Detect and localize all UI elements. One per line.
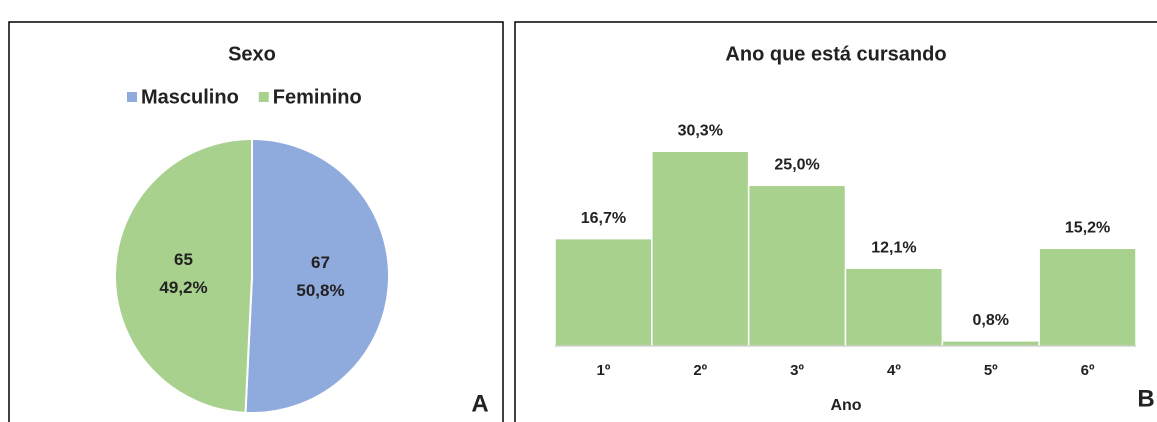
slice-percent: 49,2% — [159, 278, 207, 297]
legend-swatch — [127, 92, 137, 102]
legend-label: Masculino — [141, 86, 239, 108]
bar-title: Ano que está cursando — [725, 43, 946, 65]
x-tick-label: 2º — [693, 362, 707, 379]
pie-slice — [244, 137, 390, 414]
bar — [1038, 247, 1137, 347]
data-label: 15,2% — [1065, 220, 1110, 237]
x-tick-label: 5º — [984, 362, 998, 379]
pie-slice — [114, 137, 253, 414]
data-label: 12,1% — [871, 239, 916, 256]
bar — [941, 340, 1040, 347]
data-label: 25,0% — [774, 157, 819, 174]
panel-letter: A — [471, 390, 488, 417]
pie-title: Sexo — [228, 43, 276, 65]
bar — [747, 184, 847, 347]
data-label: 0,8% — [973, 312, 1009, 329]
slice-percent: 50,8% — [296, 281, 344, 300]
data-label: 30,3% — [678, 122, 723, 139]
legend-label: Feminino — [273, 86, 362, 108]
bar — [554, 237, 653, 347]
bar — [844, 267, 944, 347]
slice-count: 67 — [311, 253, 330, 272]
x-tick-label: 1º — [597, 362, 611, 379]
data-label: 16,7% — [581, 210, 626, 227]
panel-letter: B — [1137, 385, 1154, 412]
slice-count: 65 — [174, 250, 193, 269]
x-tick-label: 4º — [887, 362, 901, 379]
x-tick-label: 6º — [1081, 362, 1095, 379]
legend-swatch — [258, 92, 269, 102]
x-tick-label: 3º — [790, 362, 804, 379]
x-axis-label: Ano — [830, 397, 861, 414]
bar — [651, 150, 750, 347]
